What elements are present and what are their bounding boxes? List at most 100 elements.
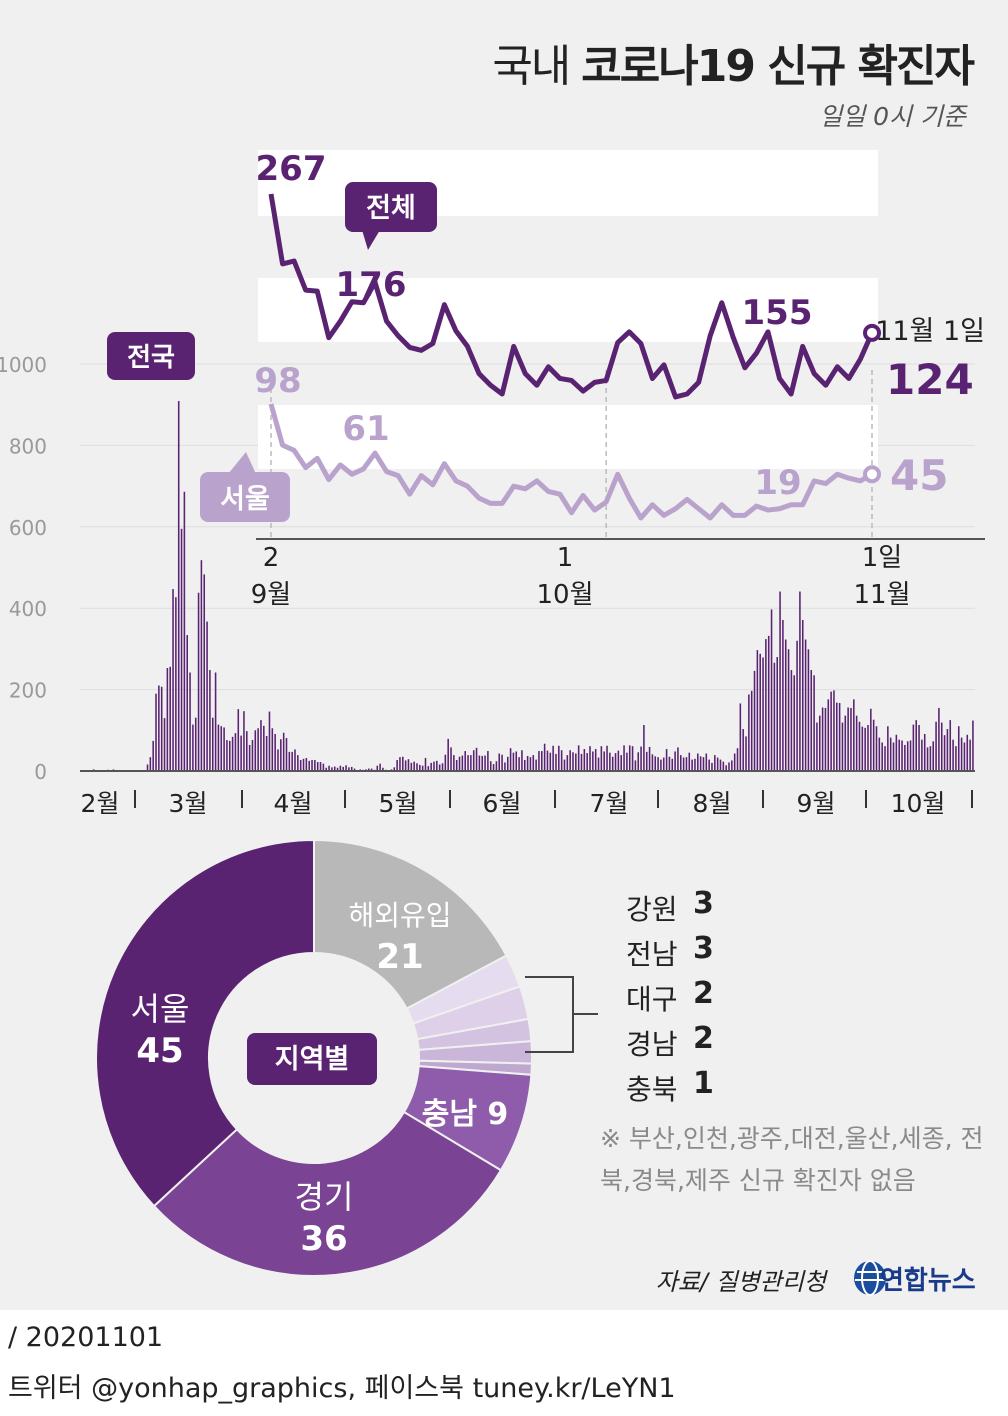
bar <box>376 765 379 771</box>
bar <box>699 756 702 771</box>
bar <box>260 720 262 771</box>
bar <box>342 766 345 771</box>
bar <box>952 739 954 771</box>
bar <box>887 726 889 771</box>
bar <box>745 736 747 771</box>
bar <box>155 693 157 771</box>
bar <box>263 725 265 771</box>
line-end-date-label: 11월 1일 <box>875 316 985 347</box>
bar <box>782 620 784 771</box>
bar <box>773 662 776 771</box>
bar-chart-national: 0 200 400 600 800 1000 2월 3월 4월 5월 6월 7월 8월 9월 10월 전국 <box>0 332 975 818</box>
small-region-name: 전남 <box>626 938 678 971</box>
bar <box>753 670 756 771</box>
bar <box>665 749 668 771</box>
bar <box>504 762 506 771</box>
bar <box>697 753 699 771</box>
bar <box>682 757 685 771</box>
bar <box>314 760 316 771</box>
bar <box>555 753 557 771</box>
bar-x-tick-label: 2월 <box>81 789 120 818</box>
bar <box>288 751 291 771</box>
total-peak-label: 267 <box>256 149 327 189</box>
line-series-total <box>268 193 875 400</box>
bar <box>223 727 225 771</box>
bar <box>736 748 739 771</box>
bar <box>274 733 276 771</box>
bar <box>302 758 305 771</box>
total-end-label: 124 <box>886 355 974 404</box>
small-region-value: 3 <box>693 886 714 921</box>
title-bold: 코로나19 신규 확진자 <box>581 41 975 92</box>
bar <box>333 766 336 771</box>
bar <box>481 755 484 771</box>
bar <box>759 653 761 771</box>
bar <box>943 735 946 771</box>
bar <box>518 757 520 771</box>
bar <box>197 592 200 771</box>
bar <box>416 763 418 771</box>
bar <box>668 756 671 771</box>
bar <box>237 709 240 771</box>
bar <box>702 757 705 771</box>
bar <box>603 751 605 771</box>
line-x-tick-day: 1 <box>557 543 574 573</box>
bar <box>813 675 815 771</box>
bar <box>949 720 952 771</box>
bar <box>404 760 407 771</box>
bar <box>228 740 231 771</box>
seoul-name: 서울 <box>131 990 190 1028</box>
bar <box>453 755 455 771</box>
bar <box>935 721 937 771</box>
bar <box>872 719 875 771</box>
bar <box>177 401 180 771</box>
bar <box>875 726 878 771</box>
bar <box>940 722 943 771</box>
bar <box>680 755 682 771</box>
bar <box>438 764 441 771</box>
bar <box>512 752 515 771</box>
bar <box>194 717 197 771</box>
bar <box>217 724 220 771</box>
bar <box>946 729 949 771</box>
bar <box>770 609 773 771</box>
bar <box>906 741 909 771</box>
bar <box>853 699 855 771</box>
bar <box>461 755 464 771</box>
bar-x-tick-label: 6월 <box>483 789 522 818</box>
bar <box>560 750 563 771</box>
bar <box>677 747 679 771</box>
bracket-line <box>525 976 598 1053</box>
bar <box>407 759 410 771</box>
bar <box>784 639 787 771</box>
small-region-value: 2 <box>693 1021 714 1056</box>
bar <box>444 754 447 771</box>
overseas-name: 해외유입 <box>348 899 451 932</box>
bar <box>243 711 245 771</box>
bar <box>146 764 149 771</box>
bar-y-tick-label: 800 <box>9 434 47 458</box>
line-x-tick-month: 11월 <box>853 580 910 610</box>
bar <box>637 752 640 771</box>
bar <box>918 725 920 771</box>
bar <box>339 765 342 771</box>
bar <box>543 743 546 771</box>
line-end-marker <box>863 323 881 342</box>
bar <box>733 753 736 771</box>
bar <box>163 718 166 771</box>
bar <box>166 668 169 771</box>
bar-x-tick-label: 10월 <box>891 789 946 818</box>
bar <box>160 686 163 771</box>
bar <box>189 672 191 771</box>
bar-x-tick-label: 9월 <box>797 789 836 818</box>
bar-y-ticks: 0 200 400 600 800 1000 <box>0 353 47 784</box>
bar <box>280 739 282 771</box>
line-series <box>268 193 881 521</box>
bar <box>648 746 651 771</box>
bar <box>563 759 566 771</box>
bar <box>331 767 333 771</box>
bar <box>628 745 631 771</box>
bar <box>600 746 603 771</box>
